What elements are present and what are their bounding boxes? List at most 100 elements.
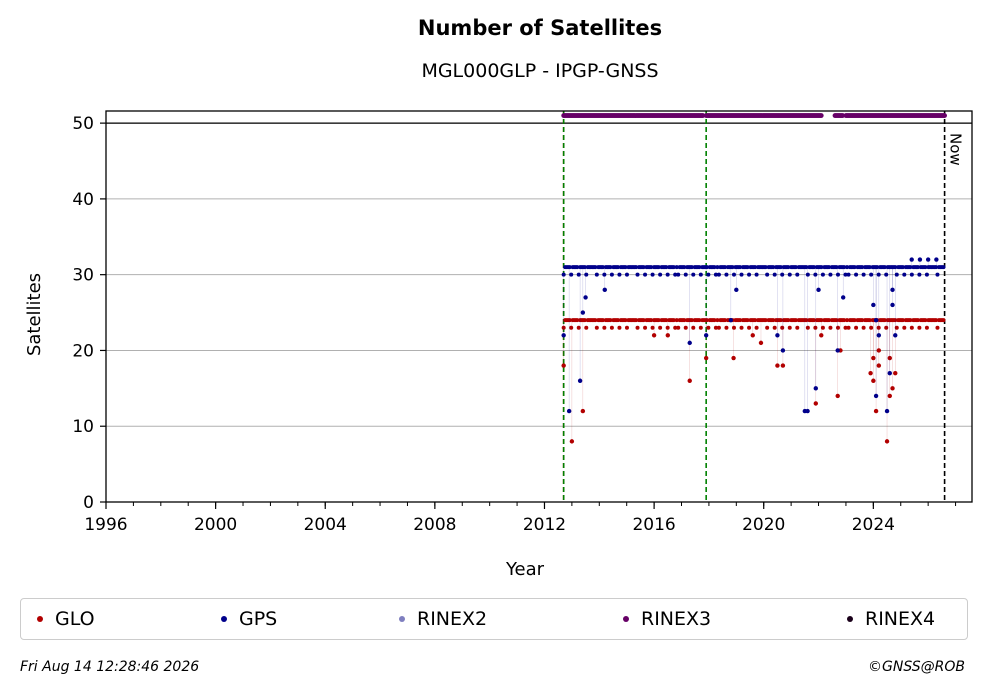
legend-item-rinex3: RINEX3 bbox=[623, 607, 711, 631]
point-glo bbox=[671, 318, 676, 323]
point-glo bbox=[593, 318, 598, 323]
point-gps bbox=[584, 272, 589, 277]
point-glo bbox=[771, 318, 776, 323]
point-gps bbox=[795, 272, 800, 277]
point-glo bbox=[884, 439, 890, 444]
x-tick-label-6: 2020 bbox=[742, 515, 785, 535]
legend-marker-rinex3 bbox=[623, 616, 629, 622]
point-glo bbox=[569, 325, 574, 330]
point-glo bbox=[765, 325, 770, 330]
point-gps bbox=[861, 272, 866, 277]
point-glo bbox=[915, 318, 920, 323]
point-glo bbox=[635, 325, 640, 330]
point-glo bbox=[834, 318, 839, 323]
chart-subtitle: MGL000GLP - IPGP-GNSS bbox=[421, 60, 659, 82]
satellites-chart: Now 0 10 20 30 40 50 1996 2000 2004 2008 2012 2016 2… bbox=[24, 110, 973, 580]
point-glo bbox=[826, 318, 831, 323]
point-glo bbox=[813, 401, 818, 406]
x-tick-label-0: 1996 bbox=[84, 515, 127, 535]
point-gps bbox=[875, 265, 880, 270]
point-gps bbox=[698, 272, 703, 277]
point-glo bbox=[908, 318, 913, 323]
point-gps bbox=[771, 265, 776, 270]
point-glo bbox=[664, 318, 669, 323]
point-gps bbox=[641, 265, 646, 270]
point-gps bbox=[561, 272, 566, 277]
point-glo bbox=[893, 318, 898, 323]
point-gps bbox=[594, 272, 599, 277]
point-gps bbox=[656, 265, 661, 270]
point-glo bbox=[712, 318, 717, 323]
point-glo bbox=[561, 325, 566, 330]
footer-credit: ©GNSS@ROB bbox=[868, 659, 965, 675]
point-gps bbox=[805, 272, 810, 277]
point-glo bbox=[884, 325, 889, 330]
y-tick-label-4: 40 bbox=[72, 190, 94, 210]
point-gps bbox=[811, 265, 816, 270]
legend-item-glo: GLO bbox=[37, 607, 95, 631]
point-gps bbox=[609, 272, 614, 277]
point-glo bbox=[569, 439, 575, 444]
point-glo bbox=[933, 318, 938, 323]
point-gps bbox=[854, 272, 859, 277]
legend: GLO GPS RINEX2 RINEX3 RINEX4 bbox=[20, 598, 968, 640]
point-glo bbox=[917, 325, 922, 330]
point-gps bbox=[887, 370, 892, 376]
point-glo bbox=[582, 318, 587, 323]
point-glo bbox=[835, 393, 840, 399]
point-glo bbox=[846, 325, 851, 330]
point-gps bbox=[786, 265, 791, 270]
legend-marker-glo bbox=[37, 616, 43, 622]
legend-label-rinex2: RINEX2 bbox=[417, 608, 488, 630]
plot-frame bbox=[105, 110, 973, 503]
x-tick-label-4: 2012 bbox=[523, 515, 566, 535]
point-gps bbox=[615, 265, 620, 270]
y-tick-label-5: 50 bbox=[72, 114, 94, 134]
legend-item-rinex4: RINEX4 bbox=[847, 607, 935, 631]
y-tick-label-1: 10 bbox=[72, 417, 94, 437]
point-gps bbox=[900, 265, 905, 270]
point-rinex3 bbox=[700, 113, 706, 118]
point-gps bbox=[909, 257, 914, 262]
y-tick-label-0: 0 bbox=[83, 493, 94, 513]
point-gps bbox=[941, 265, 946, 270]
point-gps bbox=[582, 265, 587, 270]
point-gps bbox=[567, 265, 572, 270]
point-glo bbox=[852, 318, 857, 323]
point-glo bbox=[673, 325, 678, 330]
point-glo bbox=[900, 318, 905, 323]
point-gps bbox=[813, 272, 818, 277]
point-glo bbox=[600, 318, 605, 323]
point-glo bbox=[609, 325, 614, 330]
point-gps bbox=[778, 265, 783, 270]
point-glo bbox=[651, 333, 657, 338]
y-tick-label-3: 30 bbox=[72, 266, 94, 286]
point-gps bbox=[635, 272, 640, 277]
point-gps bbox=[676, 272, 681, 277]
point-glo bbox=[665, 333, 671, 338]
point-gps bbox=[734, 287, 739, 293]
point-glo bbox=[871, 355, 876, 361]
point-glo bbox=[722, 318, 727, 323]
point-gps bbox=[835, 272, 840, 277]
point-gps bbox=[890, 287, 895, 293]
point-gps bbox=[697, 265, 702, 270]
point-glo bbox=[909, 325, 914, 330]
point-glo bbox=[854, 325, 859, 330]
point-glo bbox=[745, 318, 750, 323]
point-glo bbox=[738, 318, 743, 323]
point-gps bbox=[665, 272, 670, 277]
point-glo bbox=[805, 325, 810, 330]
point-gps bbox=[577, 378, 583, 383]
point-gps bbox=[924, 272, 929, 277]
point-glo bbox=[813, 325, 818, 330]
point-glo bbox=[860, 318, 865, 323]
point-gps bbox=[765, 272, 770, 277]
point-glo bbox=[758, 340, 764, 346]
point-gps bbox=[687, 340, 692, 346]
point-gps bbox=[738, 265, 743, 270]
point-glo bbox=[650, 325, 655, 330]
point-glo bbox=[698, 325, 703, 330]
point-gps bbox=[860, 265, 865, 270]
point-glo bbox=[594, 325, 599, 330]
